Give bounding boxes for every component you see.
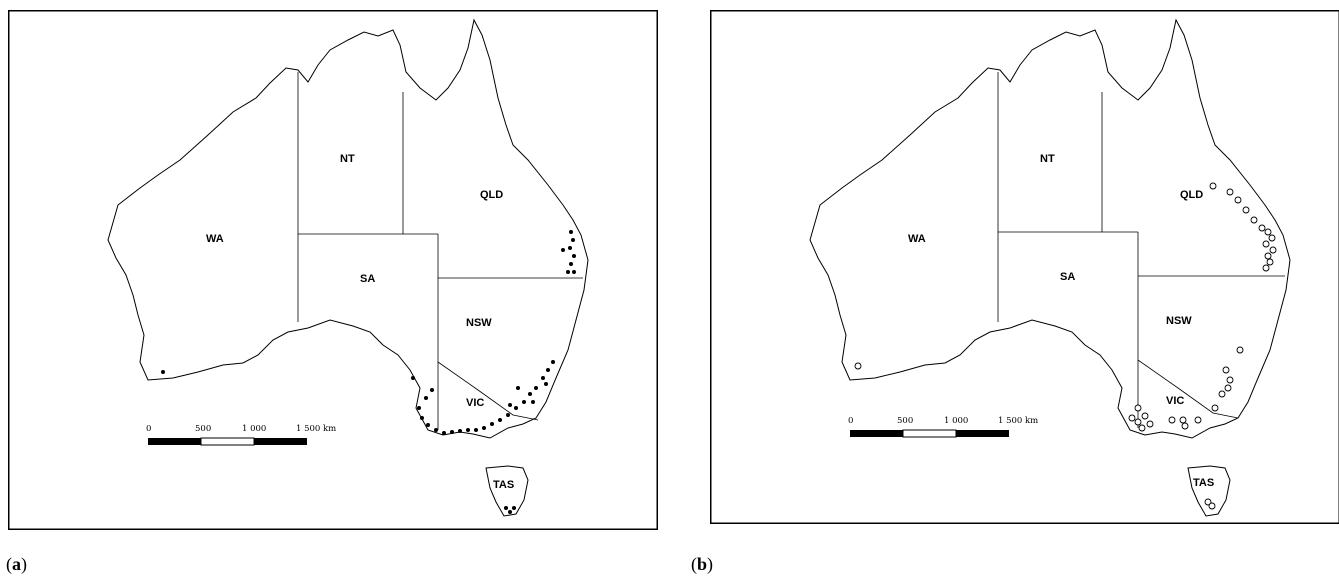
scale-tick-1000: 1 000 xyxy=(242,424,266,434)
panel-caption-a: (a) xyxy=(6,554,27,574)
state-label-qld: QLD xyxy=(480,189,503,201)
map-panel-a: WA NT QLD SA NSW VIC TAS 0 500 1 000 1 5… xyxy=(8,10,658,530)
state-borders xyxy=(997,72,1285,428)
panel-caption-b: (b) xyxy=(691,554,714,574)
state-label-wa: WA xyxy=(206,233,224,245)
scale-tick-0: 0 xyxy=(146,424,151,434)
state-label-nsw: NSW xyxy=(466,317,492,329)
tasmania-outline xyxy=(485,465,529,517)
map-frame xyxy=(8,10,658,530)
state-label-tas: TAS xyxy=(493,479,514,491)
australia-map-b: WA NT QLD SA NSW VIC TAS 0 500 1 000 1 5… xyxy=(710,10,1339,524)
scale-tick-500: 500 xyxy=(195,424,211,434)
state-label-nsw: NSW xyxy=(1166,315,1192,327)
scale-tick-500: 500 xyxy=(897,416,913,426)
occurrence-points-a xyxy=(161,230,576,514)
state-label-vic: VIC xyxy=(1166,395,1184,407)
tasmania-outline xyxy=(1187,465,1231,517)
occurrence-points-b xyxy=(854,182,1277,510)
coastline xyxy=(809,18,1291,517)
state-label-nt: NT xyxy=(1040,153,1055,165)
state-label-wa: WA xyxy=(908,233,926,245)
scale-tick-0: 0 xyxy=(848,416,853,426)
state-label-vic: VIC xyxy=(466,397,484,409)
coastline xyxy=(107,18,589,517)
state-label-qld: QLD xyxy=(1180,189,1203,201)
state-labels: WA NT QLD SA NSW VIC TAS xyxy=(206,153,514,491)
state-label-sa: SA xyxy=(360,273,375,285)
australia-map-a: WA NT QLD SA NSW VIC TAS 0 500 1 000 1 5… xyxy=(8,10,658,530)
state-labels: WA NT QLD SA NSW VIC TAS xyxy=(908,153,1214,489)
state-borders xyxy=(297,72,583,430)
map-frame xyxy=(710,10,1339,524)
scale-tick-1500: 1 500 km xyxy=(296,424,336,434)
scale-tick-1500: 1 500 km xyxy=(998,416,1038,426)
state-label-sa: SA xyxy=(1060,271,1075,283)
state-label-tas: TAS xyxy=(1193,477,1214,489)
scale-bar: 0 500 1 000 1 500 km xyxy=(848,416,1038,438)
map-panel-b: WA NT QLD SA NSW VIC TAS 0 500 1 000 1 5… xyxy=(710,10,1339,524)
scale-bar: 0 500 1 000 1 500 km xyxy=(146,424,336,446)
state-label-nt: NT xyxy=(340,153,355,165)
scale-tick-1000: 1 000 xyxy=(944,416,968,426)
